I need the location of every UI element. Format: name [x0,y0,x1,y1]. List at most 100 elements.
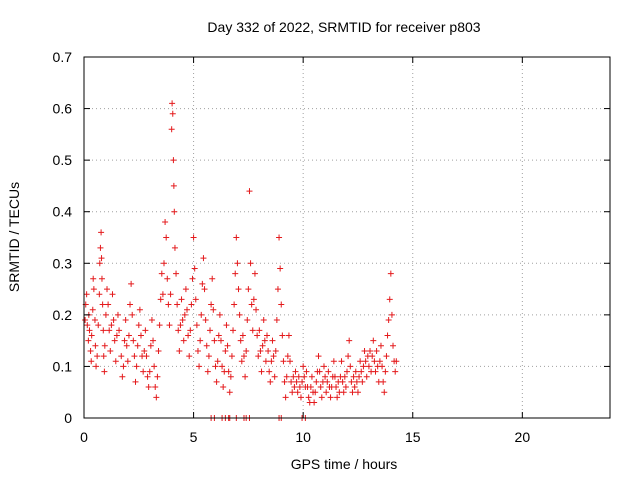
y-axis-label: SRMTID / TECUs [6,182,22,292]
data-point [147,342,154,349]
data-point [224,342,231,349]
data-point [267,378,274,385]
data-point [110,317,117,324]
data-point [96,260,103,267]
data-point [184,306,191,313]
tick-labels: 0 0.1 0.2 0.3 0.4 0.5 0.6 0.7 0 5 10 15 20 [53,49,531,445]
data-point [191,265,198,272]
data-point [193,322,200,329]
data-point [145,384,152,391]
data-point [381,389,388,396]
data-point [162,219,169,226]
data-point [350,373,357,380]
data-point [177,322,184,329]
data-point [93,363,100,370]
data-point [121,337,128,344]
data-point [154,373,161,380]
data-point [158,270,165,277]
data-point [234,260,241,267]
y-tick-label: 0.2 [53,307,73,323]
x-tick-label: 15 [405,429,421,445]
data-point [383,353,390,360]
data-point [102,311,109,318]
data-point [351,384,358,391]
data-point [313,378,320,385]
data-point [367,347,374,354]
data-point [274,286,281,293]
data-point [123,342,130,349]
data-point [258,368,265,375]
data-point [164,275,171,282]
data-point [284,353,291,360]
data-point [300,363,307,370]
data-point [327,394,334,401]
data-point [262,358,269,365]
data-point [88,358,95,365]
data-point [178,296,185,303]
data-point [107,347,114,354]
data-point [189,275,196,282]
data-point [239,332,246,339]
data-point [331,373,338,380]
data-point [203,342,210,349]
data-point [227,373,234,380]
data-point [170,157,177,164]
data-point [257,347,264,354]
data-point [324,378,331,385]
data-point [196,363,203,370]
data-point [129,311,136,318]
data-point [171,208,178,215]
data-point [387,270,394,277]
data-point [104,286,111,293]
data-point [153,394,160,401]
data-point [214,358,221,365]
data-point [228,353,235,360]
data-point [205,353,212,360]
data-point [125,332,132,339]
data-point [282,394,289,401]
data-point [135,322,142,329]
data-point [236,311,243,318]
data-point [212,363,219,370]
data-point [317,384,324,391]
data-point [358,368,365,375]
data-point [136,306,143,313]
y-tick-label: 0.5 [53,152,73,168]
data-point [270,353,277,360]
data-point [281,378,288,385]
data-point [165,301,172,308]
y-tick-label: 0 [64,410,72,426]
data-point [386,296,393,303]
data-point [344,368,350,375]
data-point [169,100,176,107]
axis-ticks [83,56,610,419]
data-point [137,332,144,339]
data-point [251,270,258,277]
data-point [288,378,295,385]
data-point [276,234,283,241]
data-point [249,327,256,334]
data-point [89,306,96,313]
data-point [171,244,178,251]
data-point [219,363,226,370]
data-point [180,337,187,344]
data-point [269,337,276,344]
data-point [160,260,167,267]
data-point [108,322,115,329]
data-point [217,337,224,344]
y-tick-label: 0.4 [53,204,73,220]
data-point [112,358,119,365]
data-point [338,358,345,365]
data-point [325,368,332,375]
data-point [260,317,267,324]
y-tick-label: 0.3 [53,255,73,271]
data-point [316,368,323,375]
data-point [285,332,292,339]
plot-frame [83,56,611,419]
data-point [362,358,369,365]
data-point [174,301,181,308]
data-point [315,353,322,360]
data-point [323,389,330,396]
data-point [188,301,195,308]
